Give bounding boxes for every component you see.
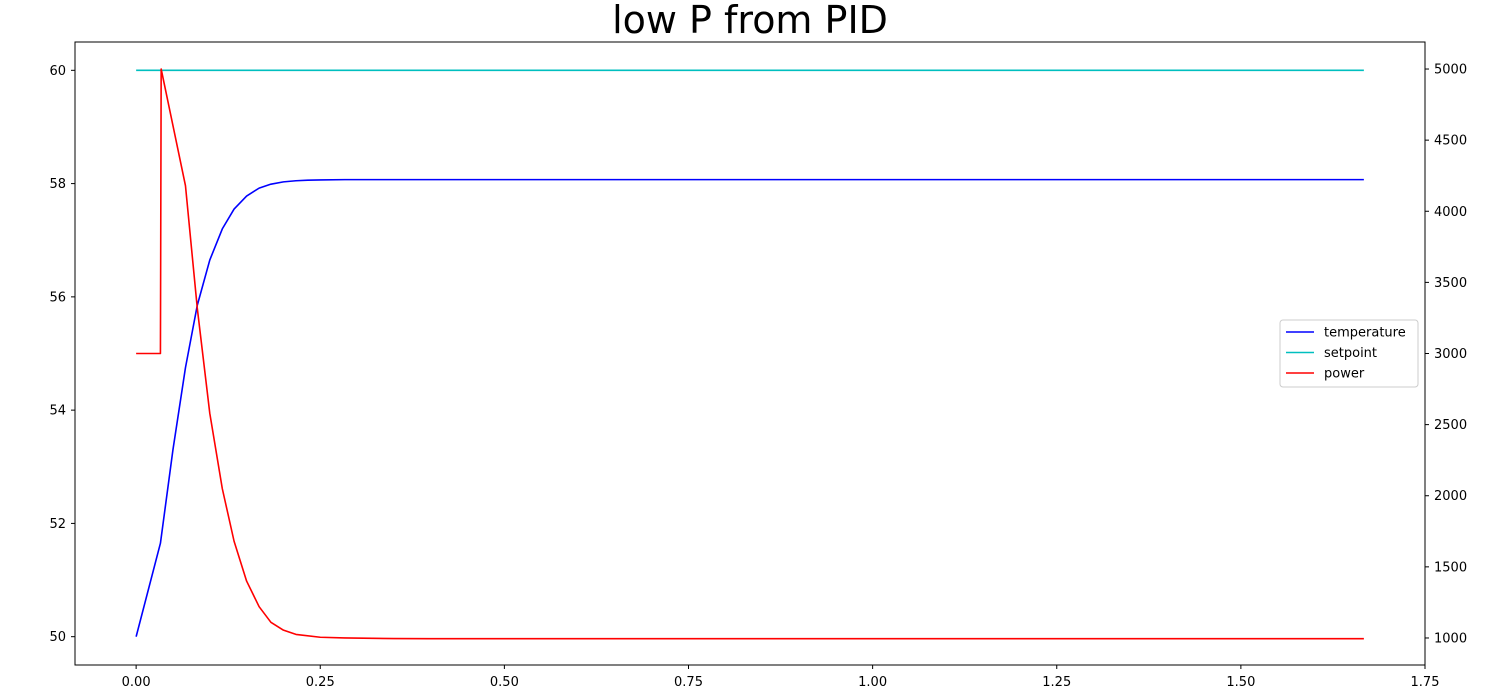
x-tick-label: 0.75 xyxy=(674,675,703,690)
x-tick-label: 0.25 xyxy=(306,675,335,690)
legend-label-setpoint: setpoint xyxy=(1324,346,1377,361)
y-axis-left: 50 52 54 56 58 60 xyxy=(49,64,75,645)
y-tick-label-left: 56 xyxy=(49,290,66,305)
x-tick-label: 1.75 xyxy=(1411,675,1440,690)
y-tick-label-left: 50 xyxy=(49,630,66,645)
x-tick-label: 1.25 xyxy=(1042,675,1071,690)
y-tick-label-right: 1500 xyxy=(1434,560,1467,575)
y-tick-label-right: 4000 xyxy=(1434,205,1467,220)
x-tick-label: 0.50 xyxy=(490,675,519,690)
y-tick-label-right: 1000 xyxy=(1434,631,1467,646)
series-group xyxy=(135,68,1364,640)
x-tick-label: 1.00 xyxy=(858,675,887,690)
series-line-power xyxy=(136,68,1364,640)
y-tick-label-right: 2000 xyxy=(1434,489,1467,504)
y-tick-label-left: 54 xyxy=(49,404,66,419)
y-tick-label-right: 2500 xyxy=(1434,418,1467,433)
legend-label-temperature: temperature xyxy=(1324,326,1406,341)
legend: temperature setpoint power xyxy=(1279,319,1419,388)
legend-label-power: power xyxy=(1324,367,1365,382)
y-tick-label-right: 3500 xyxy=(1434,276,1467,291)
x-axis: 0.00 0.25 0.50 0.75 1.00 1.25 1.50 1.75 xyxy=(122,665,1440,690)
series-line-temperature xyxy=(135,178,1364,637)
plot-background xyxy=(75,42,1425,665)
plot-area xyxy=(74,41,1426,666)
y-tick-label-right: 5000 xyxy=(1434,63,1467,78)
y-tick-label-right: 3000 xyxy=(1434,347,1467,362)
y-tick-label-right: 4500 xyxy=(1434,134,1467,149)
legend-box xyxy=(1279,319,1419,388)
y-tick-label-left: 60 xyxy=(49,64,66,79)
y-tick-label-left: 58 xyxy=(49,177,66,192)
x-tick-label: 1.50 xyxy=(1226,675,1255,690)
y-axis-right: 1000 1500 2000 2500 3000 3500 4000 4500 5000 xyxy=(1425,63,1467,646)
chart-title: low P from PID xyxy=(612,0,888,42)
y-tick-label-left: 52 xyxy=(49,517,66,532)
x-tick-label: 0.00 xyxy=(122,675,151,690)
